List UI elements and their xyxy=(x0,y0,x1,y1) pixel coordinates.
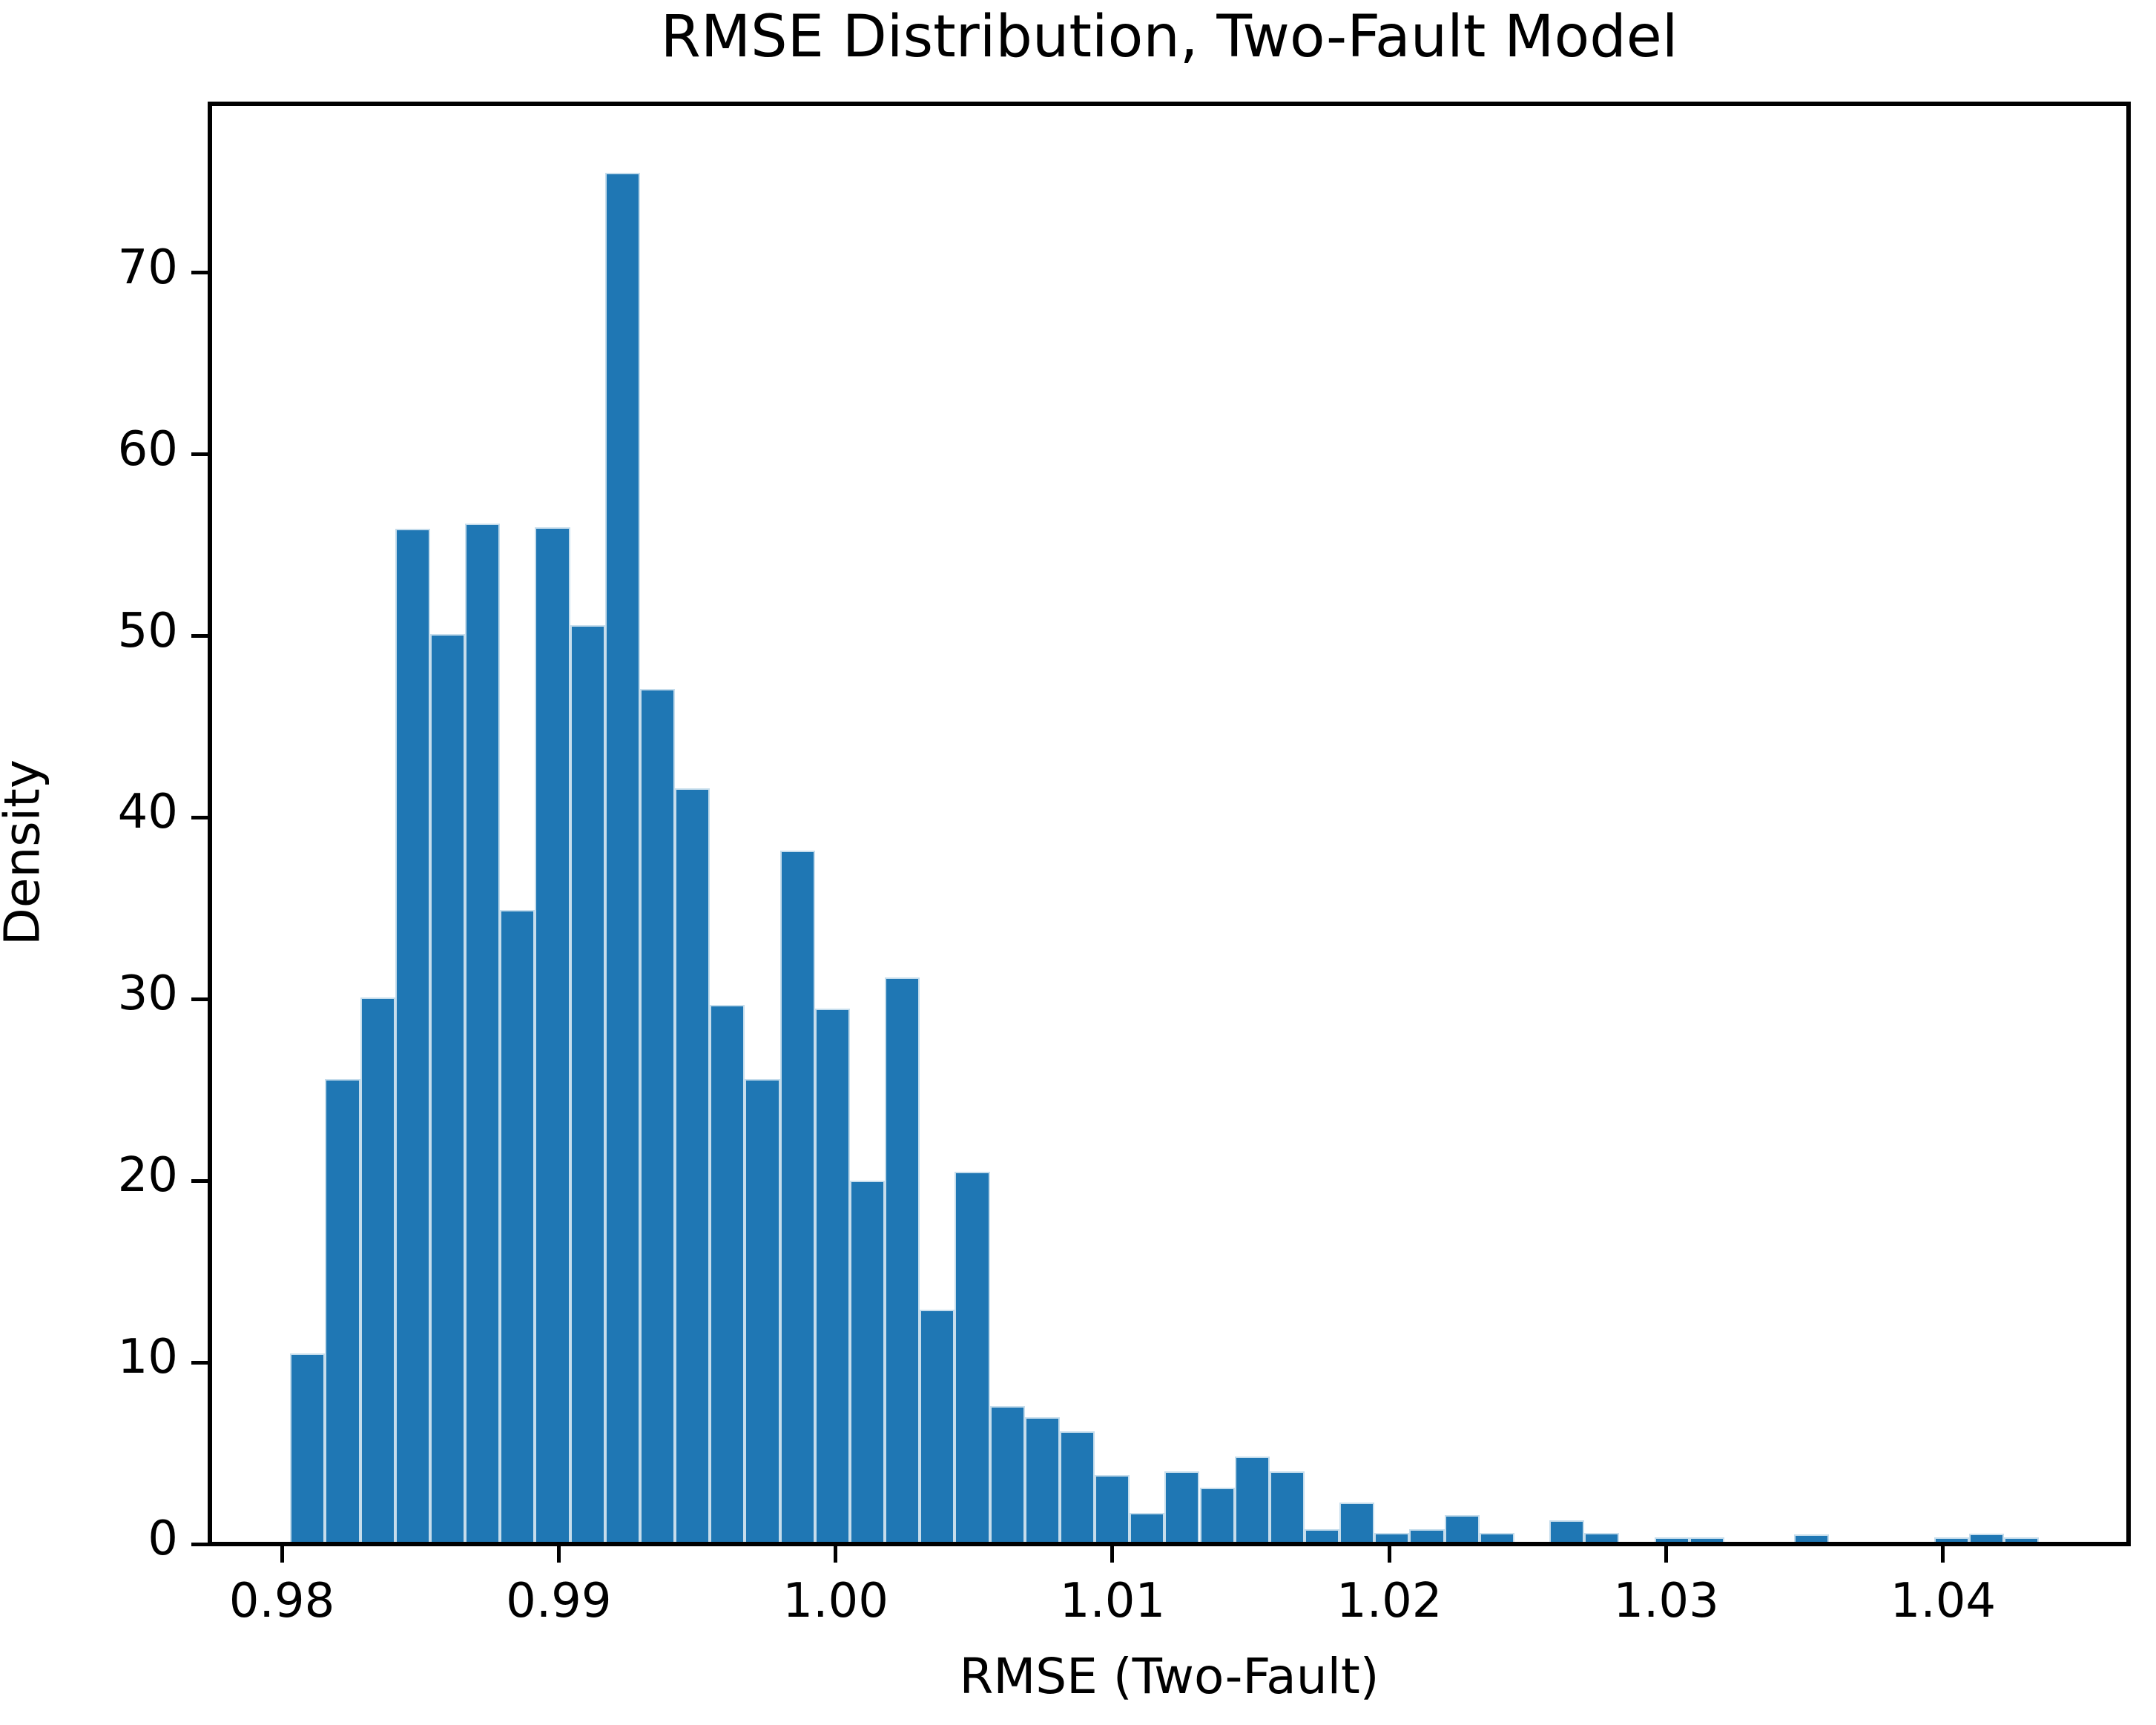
histogram-bar xyxy=(639,688,676,1544)
histogram-bar xyxy=(885,977,920,1544)
histogram-bar xyxy=(920,1310,955,1544)
y-tick-label: 40 xyxy=(117,785,178,840)
histogram-bar xyxy=(849,1181,886,1544)
histogram-bar xyxy=(1934,1537,1970,1544)
histogram-bar xyxy=(1689,1537,1724,1544)
y-tick-mark xyxy=(191,634,208,639)
x-tick-mark xyxy=(1941,1546,1945,1563)
y-tick-mark xyxy=(191,1542,208,1546)
y-tick-mark xyxy=(191,271,208,275)
x-tick-mark xyxy=(834,1546,838,1563)
x-tick-label: 0.98 xyxy=(228,1574,335,1629)
histogram-bar xyxy=(604,173,640,1544)
histogram-bar xyxy=(1969,1534,2005,1544)
y-tick-label: 10 xyxy=(117,1330,178,1385)
histogram-bar xyxy=(1654,1537,1689,1544)
y-tick-label: 0 xyxy=(148,1511,178,1566)
x-tick-mark xyxy=(556,1546,561,1563)
x-tick-mark xyxy=(280,1546,284,1563)
histogram-bar xyxy=(1409,1529,1445,1544)
histogram-bar xyxy=(675,788,711,1544)
x-tick-label: 1.02 xyxy=(1336,1574,1443,1629)
histogram-bar xyxy=(1479,1533,1514,1544)
histogram-bar xyxy=(2004,1537,2040,1544)
histogram-bar xyxy=(1199,1488,1235,1544)
histogram-bar xyxy=(290,1353,326,1544)
chart-title: RMSE Distribution, Two-Fault Model xyxy=(660,4,1678,70)
x-axis-label: RMSE (Two-Fault) xyxy=(959,1648,1379,1705)
histogram-bar xyxy=(745,1079,780,1544)
y-tick-label: 50 xyxy=(117,603,178,659)
x-tick-label: 0.99 xyxy=(506,1574,612,1629)
y-tick-mark xyxy=(191,815,208,819)
histogram-bar xyxy=(500,910,535,1544)
histogram-bar xyxy=(1059,1431,1095,1544)
y-tick-label: 70 xyxy=(117,240,178,295)
y-tick-label: 60 xyxy=(117,421,178,477)
histogram-bar xyxy=(814,1008,850,1544)
histogram-bar xyxy=(360,997,395,1544)
y-tick-mark xyxy=(191,997,208,1001)
y-tick-label: 20 xyxy=(117,1148,178,1204)
histogram-bar xyxy=(1304,1529,1340,1544)
y-tick-mark xyxy=(191,452,208,457)
histogram-bar xyxy=(1095,1474,1130,1544)
y-tick-mark xyxy=(191,1360,208,1365)
histogram-bar xyxy=(1339,1502,1375,1544)
axis-spine-left xyxy=(208,102,212,1546)
y-tick-mark xyxy=(191,1178,208,1183)
histogram-bar xyxy=(1549,1520,1585,1544)
histogram-bar xyxy=(1164,1471,1200,1544)
x-tick-label: 1.03 xyxy=(1613,1574,1719,1629)
histogram-bar xyxy=(1374,1533,1410,1544)
histogram-bar xyxy=(710,1004,745,1544)
x-tick-mark xyxy=(1664,1546,1669,1563)
histogram-bar xyxy=(779,850,815,1544)
histogram-bar xyxy=(325,1079,360,1544)
y-axis-label: Density xyxy=(0,759,51,946)
histogram-bar xyxy=(1234,1457,1270,1544)
x-tick-mark xyxy=(1110,1546,1115,1563)
histogram-bar xyxy=(1024,1416,1060,1544)
histogram-bar xyxy=(535,527,570,1544)
histogram-bar xyxy=(1130,1513,1165,1544)
histogram-bar xyxy=(395,529,430,1544)
x-tick-label: 1.04 xyxy=(1890,1574,1997,1629)
axis-spine-bottom xyxy=(208,1542,2131,1546)
histogram-bar xyxy=(429,634,466,1544)
axis-spine-right xyxy=(2126,102,2131,1546)
histogram-bar xyxy=(989,1405,1025,1544)
histogram-bar xyxy=(465,523,501,1544)
x-tick-label: 1.01 xyxy=(1059,1574,1166,1629)
x-tick-mark xyxy=(1387,1546,1391,1563)
histogram-bar xyxy=(1269,1471,1305,1544)
histogram-bar xyxy=(570,624,605,1544)
histogram-bar xyxy=(955,1171,990,1544)
histogram-bar xyxy=(1444,1514,1480,1544)
histogram-bar xyxy=(1794,1534,1830,1544)
axis-spine-top xyxy=(208,102,2131,106)
y-tick-label: 30 xyxy=(117,966,178,1022)
histogram-bar xyxy=(1584,1533,1620,1544)
x-tick-label: 1.00 xyxy=(782,1574,889,1629)
